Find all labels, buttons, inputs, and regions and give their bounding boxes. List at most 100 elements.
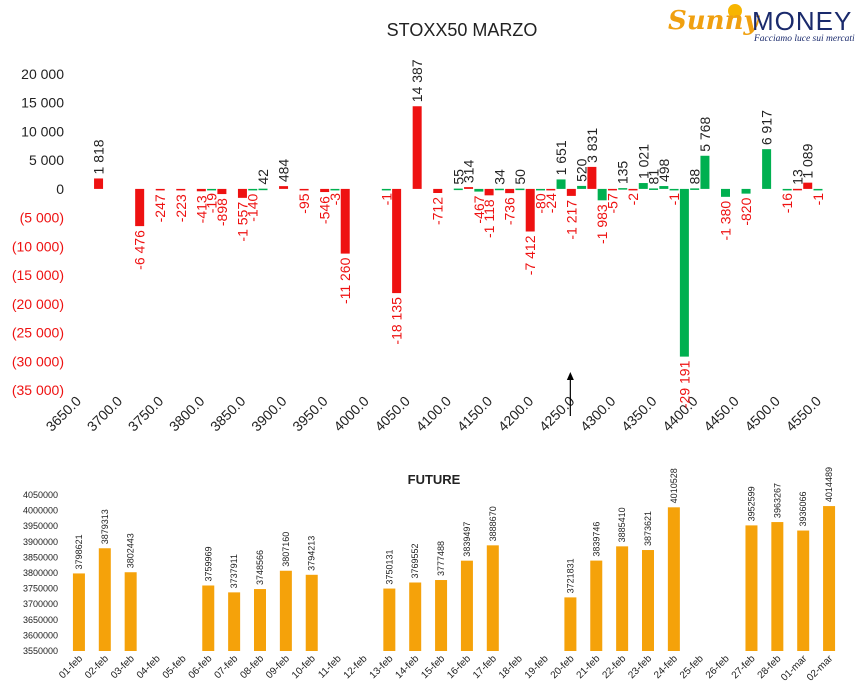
bar-strike-4062-5 bbox=[412, 106, 422, 189]
bar-strike-4162-5 bbox=[494, 188, 504, 191]
x-tick-label: 4550.0 bbox=[783, 393, 825, 435]
data-label: -2 bbox=[625, 193, 641, 206]
bar-strike-4312-5 bbox=[618, 188, 628, 190]
data-label: -1 bbox=[378, 193, 394, 206]
bar-strike-3925 bbox=[299, 188, 309, 191]
bar-strike-4325 bbox=[628, 188, 638, 191]
data-label: 3807160 bbox=[281, 532, 291, 567]
data-label: -413 bbox=[193, 195, 209, 223]
bar-21-feb bbox=[590, 560, 603, 651]
x-tick-label: 15-feb bbox=[419, 653, 447, 681]
data-label: 3737911 bbox=[229, 554, 239, 588]
data-label: 3839497 bbox=[462, 522, 472, 557]
bar-strike-4512-5 bbox=[782, 188, 792, 191]
data-label: 3839746 bbox=[591, 522, 601, 557]
data-label: 314 bbox=[461, 160, 477, 184]
data-label: 3802443 bbox=[126, 533, 136, 568]
x-tick-label: 06-feb bbox=[187, 653, 215, 681]
data-label: 1 818 bbox=[91, 139, 107, 174]
bar-strike-4112-5 bbox=[453, 188, 463, 191]
y-tick-label: (35 000) bbox=[12, 382, 64, 398]
x-tick-label: 19-feb bbox=[523, 653, 551, 681]
chart-title: STOXX50 MARZO bbox=[387, 20, 538, 40]
bar-strike-3900 bbox=[279, 186, 289, 189]
data-label: -24 bbox=[543, 193, 559, 213]
y-tick-label: 3650000 bbox=[23, 615, 58, 625]
x-tick-label: 3750.0 bbox=[125, 393, 167, 435]
data-label: -19 bbox=[204, 193, 220, 213]
data-label: 13 bbox=[789, 169, 805, 185]
data-label: 50 bbox=[512, 169, 528, 185]
bar-strike-4125 bbox=[464, 187, 474, 189]
bar-strike-3975 bbox=[340, 188, 350, 254]
data-label: -1 217 bbox=[563, 200, 579, 240]
x-tick-label: 4350.0 bbox=[618, 393, 660, 435]
x-tick-label: 17-feb bbox=[471, 653, 499, 681]
x-tick-label: 10-feb bbox=[290, 653, 318, 681]
bar-strike-3950 bbox=[320, 188, 330, 193]
x-tick-label: 20-feb bbox=[549, 653, 577, 681]
bar-strike-3750 bbox=[155, 188, 165, 191]
data-label: -95 bbox=[296, 193, 312, 213]
y-tick-label: (20 000) bbox=[12, 296, 64, 312]
y-tick-label: 20 000 bbox=[21, 66, 64, 82]
bar-strike-4412-5 bbox=[700, 155, 710, 189]
x-tick-label: 3700.0 bbox=[84, 393, 126, 435]
data-label: -820 bbox=[738, 197, 754, 225]
bar-strike-3862-5 bbox=[248, 188, 258, 191]
x-tick-label: 18-feb bbox=[497, 653, 525, 681]
data-label: -16 bbox=[779, 193, 795, 213]
bar-strike-4537-5 bbox=[803, 182, 813, 189]
bar-01-mar bbox=[797, 530, 810, 651]
x-tick-label: 26-feb bbox=[704, 653, 732, 681]
bar-07-feb bbox=[228, 592, 241, 651]
x-tick-label: 3650.0 bbox=[43, 393, 85, 435]
data-label: 498 bbox=[656, 158, 672, 182]
bar-02-mar bbox=[823, 506, 836, 651]
x-tick-label: 24-feb bbox=[652, 653, 680, 681]
data-label: 3794213 bbox=[307, 536, 317, 571]
x-tick-label: 3850.0 bbox=[207, 393, 249, 435]
x-tick-label: 14-feb bbox=[393, 653, 421, 681]
data-label: 3777488 bbox=[436, 541, 446, 576]
x-tick-label: 3950.0 bbox=[289, 393, 331, 435]
bar-strike-3800 bbox=[196, 188, 206, 192]
bar-strike-4462-5 bbox=[741, 188, 751, 194]
data-label: -736 bbox=[502, 197, 518, 225]
data-label: -1 983 bbox=[594, 204, 610, 244]
bar-strike-4400 bbox=[690, 188, 700, 190]
x-tick-label: 3800.0 bbox=[166, 393, 208, 435]
chart-title: FUTURE bbox=[408, 472, 461, 487]
bar-28-feb bbox=[771, 522, 784, 651]
y-tick-label: 3850000 bbox=[23, 552, 58, 562]
data-label: 3936066 bbox=[798, 492, 808, 527]
y-tick-label: 3950000 bbox=[23, 521, 58, 531]
y-tick-label: (15 000) bbox=[12, 267, 64, 283]
bar-strike-4212-5 bbox=[536, 188, 545, 191]
y-tick-label: 10 000 bbox=[21, 123, 64, 139]
bar-strike-4187-5 bbox=[515, 188, 525, 191]
data-label: 3798621 bbox=[74, 534, 84, 569]
bar-strike-4375 bbox=[669, 188, 679, 191]
x-tick-label: 01-feb bbox=[57, 653, 85, 681]
data-label: -11 260 bbox=[337, 257, 353, 304]
y-tick-label: (10 000) bbox=[12, 238, 64, 254]
bar-24-feb bbox=[667, 507, 680, 651]
data-label: 3873621 bbox=[643, 511, 653, 546]
x-tick-label: 4300.0 bbox=[577, 393, 619, 435]
data-label: -6 476 bbox=[132, 230, 148, 270]
x-tick-label: 4250.0 bbox=[536, 393, 578, 435]
x-tick-label: 4150.0 bbox=[454, 393, 496, 435]
bar-strike-4250 bbox=[566, 188, 576, 196]
y-tick-label: 0 bbox=[56, 181, 64, 197]
data-label: 3 831 bbox=[584, 128, 600, 163]
logo-sunny-text: Sunny bbox=[668, 6, 759, 36]
data-label: 1 651 bbox=[553, 140, 569, 175]
bar-strike-3675 bbox=[94, 178, 104, 189]
data-label: 88 bbox=[687, 169, 703, 185]
bar-strike-4300 bbox=[607, 188, 617, 191]
data-label: -7 412 bbox=[522, 235, 538, 275]
current-price-arrow-icon bbox=[566, 372, 574, 380]
bar-10-feb bbox=[305, 574, 318, 651]
